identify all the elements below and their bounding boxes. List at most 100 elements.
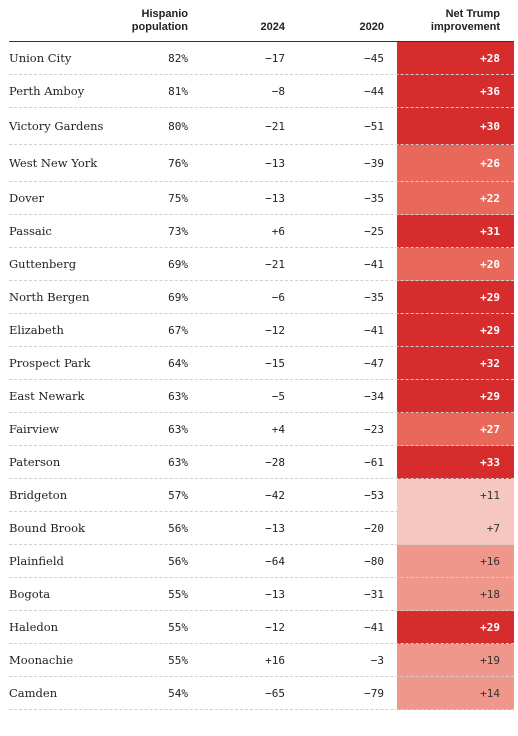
net-trump-improvement-cell: +16 xyxy=(397,545,514,578)
net-trump-improvement-cell: +29 xyxy=(397,380,514,413)
place-name: Guttenberg xyxy=(9,257,77,271)
header-net-trump-improvement: Net Trump improvement xyxy=(396,0,500,42)
net-trump-improvement-cell: +31 xyxy=(397,215,514,248)
row-divider xyxy=(9,247,514,248)
margin-2020-value: −80 xyxy=(364,555,384,568)
hispanic-population-value: 54% xyxy=(168,687,188,700)
net-trump-improvement-cell: +19 xyxy=(397,644,514,677)
margin-2024-value: −13 xyxy=(265,522,285,535)
net-trump-improvement-cell: +32 xyxy=(397,347,514,380)
row-divider xyxy=(9,379,514,380)
hispanic-population-value: 55% xyxy=(168,588,188,601)
margin-2020-value: −41 xyxy=(364,324,384,337)
hispanic-population-value: 64% xyxy=(168,357,188,370)
margin-2020-value: −35 xyxy=(364,291,384,304)
margin-2020-value: −53 xyxy=(364,489,384,502)
place-name: Perth Amboy xyxy=(9,84,85,98)
table-row: Camden 54% −65 −79 +14 xyxy=(9,677,514,710)
table-row: Union City 82% −17 −45 +28 xyxy=(9,42,514,75)
net-trump-improvement-cell: +28 xyxy=(397,42,514,75)
margin-2024-value: +6 xyxy=(271,225,285,238)
margin-2024-value: −13 xyxy=(265,157,285,170)
header-population-label: Hispanio population xyxy=(131,8,188,33)
place-name: West New York xyxy=(9,156,98,170)
place-name: Camden xyxy=(9,686,58,700)
place-name: Moonachie xyxy=(9,653,74,667)
hispanic-population-value: 67% xyxy=(168,324,188,337)
table-row: East Newark 63% −5 −34 +29 xyxy=(9,380,514,413)
table-row: Haledon 55% −12 −41 +29 xyxy=(9,611,514,644)
row-divider xyxy=(9,643,514,644)
row-divider xyxy=(9,74,514,75)
margin-2024-value: −15 xyxy=(265,357,285,370)
net-trump-improvement-cell: +30 xyxy=(397,108,514,145)
row-divider xyxy=(9,544,514,545)
row-divider xyxy=(9,709,514,710)
hispanic-population-value: 63% xyxy=(168,423,188,436)
net-trump-improvement-cell: +14 xyxy=(397,677,514,710)
place-name: East Newark xyxy=(9,389,85,403)
place-name: Plainfield xyxy=(9,554,64,568)
margin-2020-value: −41 xyxy=(364,621,384,634)
hispanic-population-value: 69% xyxy=(168,258,188,271)
place-name: Prospect Park xyxy=(9,356,91,370)
hispanic-population-value: 69% xyxy=(168,291,188,304)
row-divider xyxy=(9,144,514,145)
margin-2020-value: −44 xyxy=(364,85,384,98)
hispanic-population-value: 63% xyxy=(168,390,188,403)
table-row: Bridgeton 57% −42 −53 +11 xyxy=(9,479,514,512)
margin-2024-value: −21 xyxy=(265,258,285,271)
table-row: Prospect Park 64% −15 −47 +32 xyxy=(9,347,514,380)
margin-2024-value: −21 xyxy=(265,120,285,133)
net-trump-improvement-cell: +22 xyxy=(397,182,514,215)
net-trump-improvement-cell: +26 xyxy=(397,145,514,182)
margin-2020-value: −41 xyxy=(364,258,384,271)
row-divider xyxy=(9,346,514,347)
row-divider xyxy=(9,181,514,182)
hispanic-population-value: 63% xyxy=(168,456,188,469)
place-name: Dover xyxy=(9,191,44,205)
table-row: Perth Amboy 81% −8 −44 +36 xyxy=(9,75,514,108)
header-2020: 2020 xyxy=(300,0,384,42)
margin-2020-value: −34 xyxy=(364,390,384,403)
place-name: Bridgeton xyxy=(9,488,68,502)
hispanic-population-value: 80% xyxy=(168,120,188,133)
place-name: Bound Brook xyxy=(9,521,85,535)
margin-2024-value: −8 xyxy=(271,85,285,98)
place-name: Fairview xyxy=(9,422,60,436)
margin-2024-value: −6 xyxy=(271,291,285,304)
row-divider xyxy=(9,577,514,578)
place-name: Union City xyxy=(9,51,72,65)
table-row: Elizabeth 67% −12 −41 +29 xyxy=(9,314,514,347)
place-name: Haledon xyxy=(9,620,59,634)
hispanic-population-value: 56% xyxy=(168,522,188,535)
hispanic-population-value: 76% xyxy=(168,157,188,170)
row-divider xyxy=(9,511,514,512)
net-trump-improvement-cell: +27 xyxy=(397,413,514,446)
margin-2020-value: −23 xyxy=(364,423,384,436)
net-trump-improvement-cell: +29 xyxy=(397,314,514,347)
margin-2024-value: −12 xyxy=(265,324,285,337)
table-row: Bogota 55% −13 −31 +18 xyxy=(9,578,514,611)
row-divider xyxy=(9,676,514,677)
margin-2020-value: −25 xyxy=(364,225,384,238)
margin-2024-value: −64 xyxy=(265,555,285,568)
margin-2024-value: +16 xyxy=(265,654,285,667)
margin-2020-value: −35 xyxy=(364,192,384,205)
net-trump-improvement-cell: +33 xyxy=(397,446,514,479)
table-row: Plainfield 56% −64 −80 +16 xyxy=(9,545,514,578)
net-trump-improvement-cell: +20 xyxy=(397,248,514,281)
net-trump-improvement-cell: +29 xyxy=(397,611,514,644)
margin-2024-value: −12 xyxy=(265,621,285,634)
header-2020-label: 2020 xyxy=(359,21,384,33)
row-divider xyxy=(9,280,514,281)
row-divider xyxy=(9,610,514,611)
place-name: Victory Gardens xyxy=(9,119,104,133)
margin-2020-value: −39 xyxy=(364,157,384,170)
place-name: Paterson xyxy=(9,455,61,469)
table-row: West New York 76% −13 −39 +26 xyxy=(9,145,514,182)
net-trump-improvement-cell: +29 xyxy=(397,281,514,314)
table-row: Paterson 63% −28 −61 +33 xyxy=(9,446,514,479)
place-name: North Bergen xyxy=(9,290,90,304)
